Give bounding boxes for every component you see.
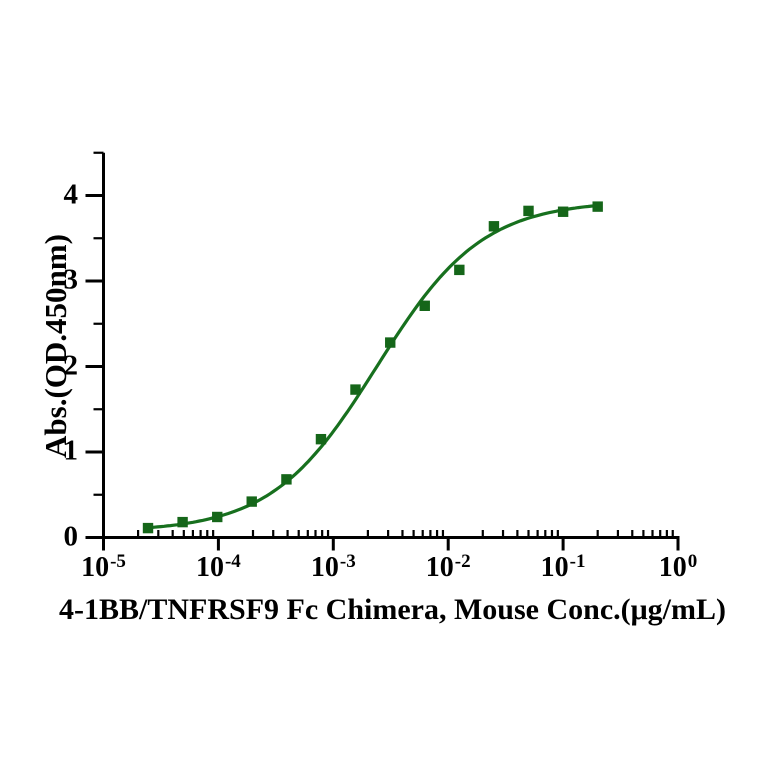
data-point-marker [385, 337, 396, 348]
data-point-marker [523, 205, 534, 217]
y-tick-label: 3 [63, 263, 79, 296]
x-tick-label: 100 [658, 551, 698, 583]
data-point-marker [281, 474, 292, 485]
x-tick-label: 10-5 [81, 551, 126, 583]
x-axis-title: 4-1BB/TNFRSF9 Fc Chimera, Mouse Conc.(μg… [59, 593, 726, 626]
y-tick-label: 1 [63, 434, 79, 467]
y-tick-label: 4 [63, 178, 79, 211]
data-point-marker [592, 201, 603, 212]
x-tick-label: 10-4 [195, 551, 241, 583]
x-tick-label: 10-1 [540, 551, 586, 583]
y-tick-label: 2 [63, 349, 79, 382]
data-point-marker [246, 496, 257, 507]
y-tick-label: 0 [63, 520, 79, 553]
data-point-marker [142, 522, 154, 534]
fit-curve [146, 203, 600, 530]
data-point-marker [419, 300, 430, 311]
data-point-marker [177, 516, 188, 528]
data-point-marker [454, 264, 465, 276]
data-point-marker [212, 511, 223, 523]
data-point-marker [557, 206, 569, 217]
data-point-marker [315, 433, 327, 445]
x-tick-label: 10-3 [310, 551, 356, 583]
data-point-marker [488, 221, 500, 232]
data-point-marker [350, 384, 361, 395]
x-tick-label: 10-2 [425, 551, 471, 583]
